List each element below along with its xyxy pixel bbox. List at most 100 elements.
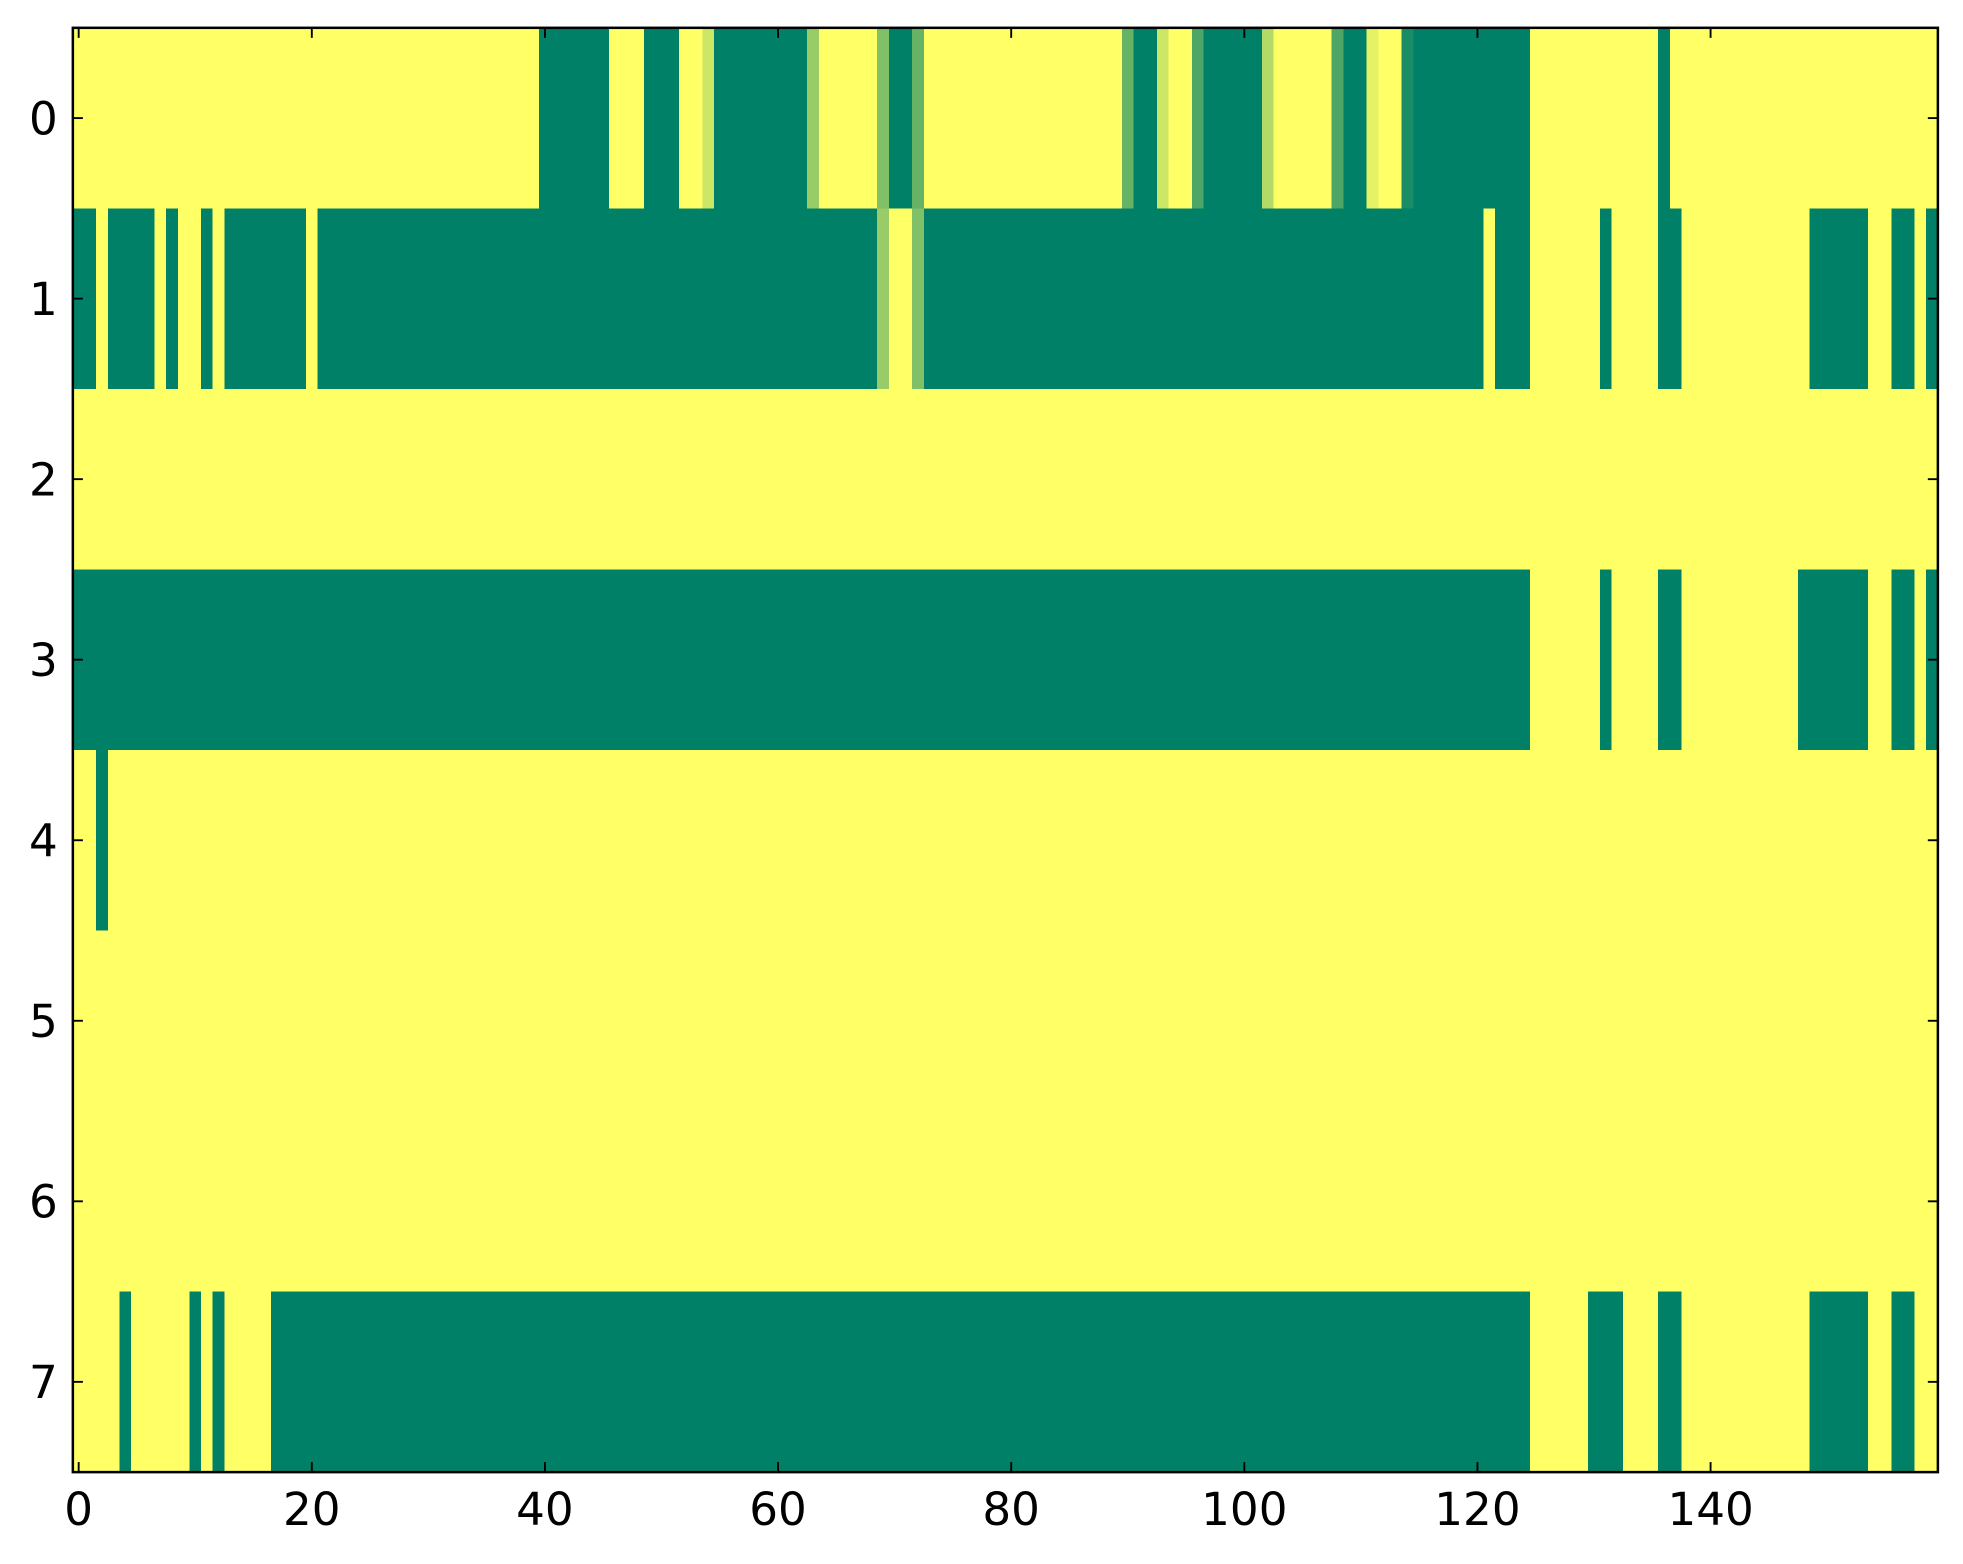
heatmap-cell — [469, 930, 482, 1112]
heatmap-cell — [1867, 1111, 1881, 1293]
heatmap-cell — [1366, 27, 1380, 210]
heatmap-cell — [818, 930, 832, 1112]
heatmap-cell — [434, 930, 447, 1112]
heatmap-cell — [655, 27, 669, 210]
heatmap-cell — [1226, 1291, 1240, 1473]
heatmap-cell — [1599, 1111, 1613, 1293]
heatmap-cell — [1844, 1291, 1858, 1473]
heatmap-cell — [702, 1291, 715, 1473]
heatmap-cell — [1366, 388, 1380, 571]
heatmap-cell — [1821, 1291, 1834, 1473]
heatmap-cell — [224, 208, 237, 390]
heatmap-cell — [1693, 930, 1706, 1112]
heatmap-cell — [1098, 1291, 1112, 1473]
heatmap-cell — [853, 930, 867, 1112]
heatmap-cell — [422, 208, 435, 390]
heatmap-cell — [515, 1111, 529, 1293]
heatmap-cell — [107, 569, 121, 751]
heatmap-cell — [1751, 1291, 1764, 1473]
heatmap-cell — [84, 569, 97, 751]
heatmap-cell — [1250, 1111, 1263, 1293]
heatmap-cell — [1518, 27, 1531, 210]
heatmap-cell — [1320, 930, 1333, 1112]
heatmap-cell — [1634, 27, 1648, 210]
heatmap-cell — [364, 569, 377, 751]
heatmap-cell — [119, 930, 132, 1112]
heatmap-cell — [982, 930, 995, 1112]
heatmap-cell — [1856, 388, 1869, 571]
heatmap-cell — [574, 388, 587, 571]
heatmap-cell — [1355, 749, 1368, 932]
heatmap-cell — [1471, 930, 1485, 1112]
heatmap-cell — [1355, 1111, 1368, 1293]
heatmap-cell — [1366, 930, 1380, 1112]
heatmap-cell — [1226, 388, 1240, 571]
heatmap-cell — [1121, 27, 1135, 210]
heatmap-cell — [1541, 569, 1554, 751]
heatmap-cell — [678, 1291, 692, 1473]
heatmap-cell — [1506, 1291, 1520, 1473]
heatmap-cell — [1541, 930, 1554, 1112]
heatmap-cell — [410, 749, 424, 932]
heatmap-cell — [597, 930, 610, 1112]
heatmap-cell — [1844, 388, 1858, 571]
heatmap-cell — [1763, 749, 1776, 932]
heatmap-cell — [1331, 749, 1345, 932]
heatmap-cell — [271, 930, 284, 1112]
heatmap-cell — [970, 1291, 983, 1473]
heatmap-cell — [1086, 27, 1100, 210]
heatmap-cell — [1378, 930, 1391, 1112]
heatmap-cell — [1494, 208, 1508, 390]
heatmap-cell — [515, 569, 529, 751]
heatmap-cell — [142, 388, 156, 571]
heatmap-cell — [1856, 27, 1869, 210]
heatmap-cell — [166, 749, 179, 932]
heatmap-cell — [713, 930, 727, 1112]
heatmap-cell — [1599, 749, 1613, 932]
heatmap-cell — [1506, 388, 1520, 571]
heatmap-cell — [294, 930, 307, 1112]
heatmap-cell — [480, 208, 494, 390]
heatmap-cell — [1320, 1291, 1333, 1473]
heatmap-cell — [609, 930, 622, 1112]
heatmap-cell — [469, 749, 482, 932]
heatmap-cell — [166, 930, 179, 1112]
heatmap-cell — [1494, 27, 1508, 210]
heatmap-cell — [562, 1291, 575, 1473]
heatmap-cell — [900, 749, 913, 932]
heatmap-cell — [1751, 749, 1764, 932]
heatmap-cell — [212, 749, 226, 932]
heatmap-cell — [748, 388, 762, 571]
heatmap-cell — [492, 1291, 505, 1473]
heatmap-cell — [725, 569, 739, 751]
heatmap-cell — [877, 208, 890, 390]
heatmap-cell — [737, 749, 750, 932]
heatmap-cell — [1273, 208, 1286, 390]
heatmap-cell — [457, 1111, 470, 1293]
heatmap-cell — [387, 208, 400, 390]
heatmap-cell — [970, 1111, 983, 1293]
heatmap-cell — [1343, 569, 1356, 751]
heatmap-cell — [294, 1291, 307, 1473]
heatmap-cell — [1891, 27, 1904, 210]
heatmap-cell — [1809, 208, 1823, 390]
heatmap-cell — [1693, 208, 1706, 390]
heatmap-cell — [375, 27, 389, 210]
heatmap-cell — [305, 1111, 319, 1293]
heatmap-cell — [515, 749, 529, 932]
heatmap-cell — [1051, 1111, 1065, 1293]
heatmap-cell — [1844, 930, 1858, 1112]
heatmap-cell — [912, 1291, 925, 1473]
heatmap-cell — [247, 388, 261, 571]
heatmap-cell — [1040, 749, 1053, 932]
heatmap-cell — [1203, 388, 1216, 571]
plot-frame — [71, 26, 1940, 1474]
heatmap-cell — [912, 1111, 925, 1293]
heatmap-cell — [1028, 1291, 1042, 1473]
heatmap-cell — [1051, 1291, 1065, 1473]
heatmap-cell — [1413, 388, 1426, 571]
heatmap-cell — [1156, 749, 1170, 932]
heatmap-cell — [1098, 1111, 1112, 1293]
heatmap-cell — [1063, 208, 1077, 390]
heatmap-cell — [982, 1291, 995, 1473]
